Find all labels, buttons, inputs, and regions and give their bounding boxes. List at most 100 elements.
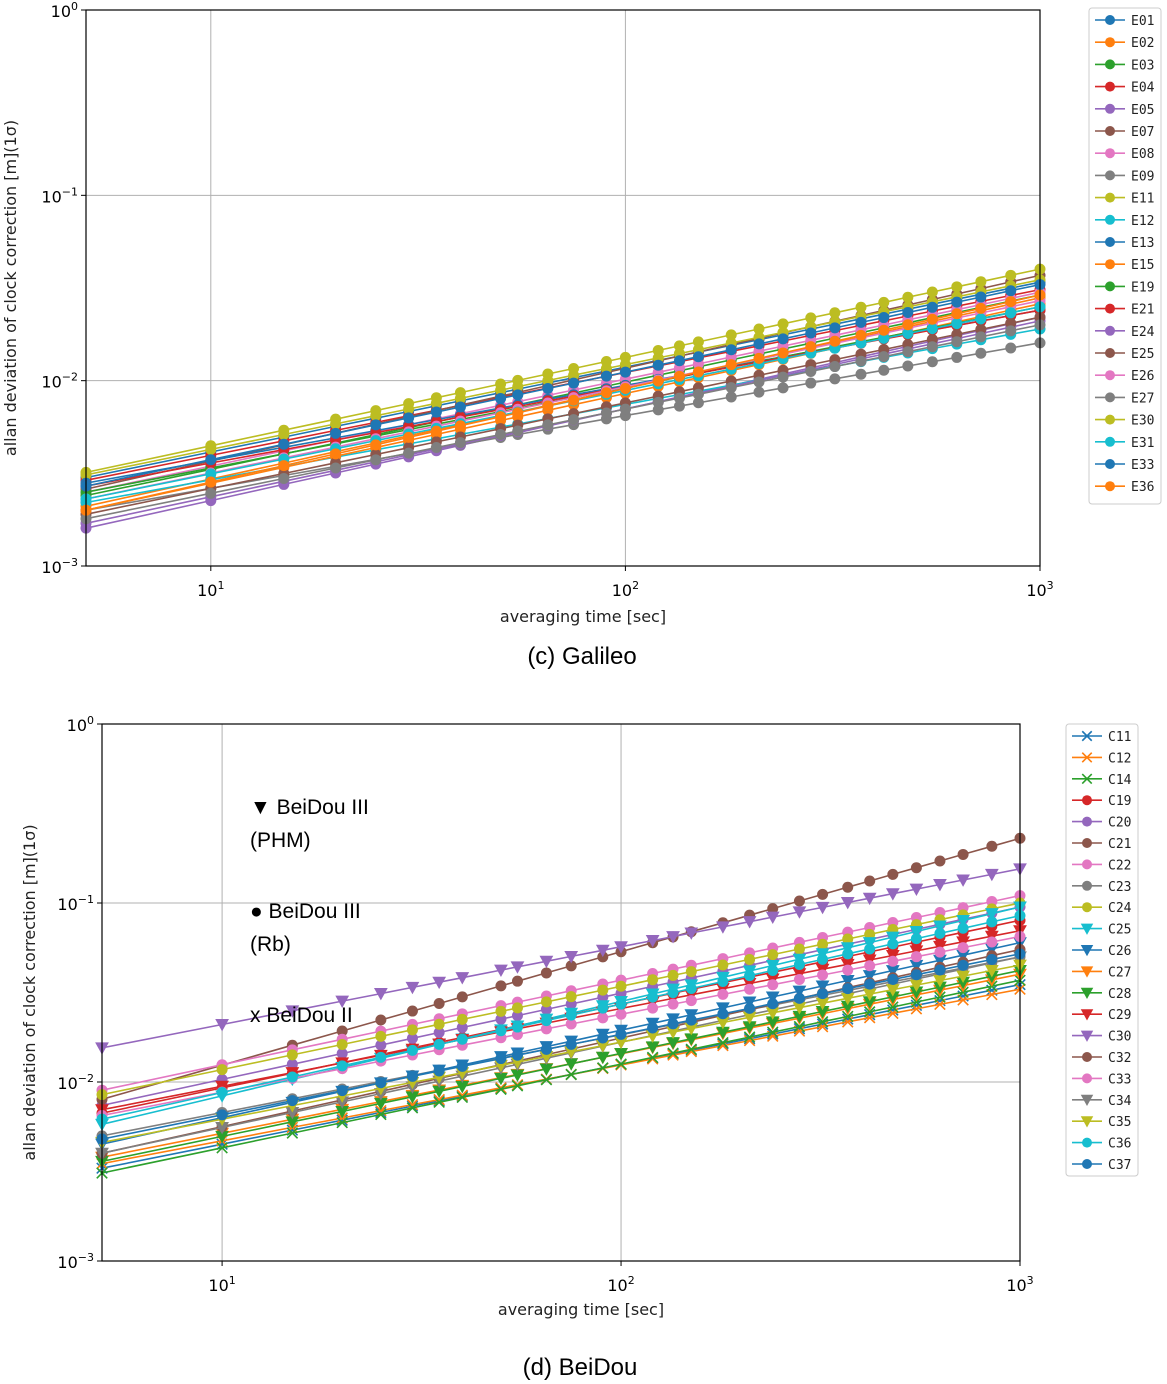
- data-point: [278, 438, 290, 450]
- data-point: [494, 1059, 508, 1073]
- series-line: [85, 294, 1041, 511]
- legend-item: E25: [1095, 347, 1154, 362]
- legend-label: C12: [1108, 751, 1131, 766]
- data-point: [887, 938, 899, 950]
- beidou-chart: 101 102 103 10−3 10−2 10−1 100 averaging time […: [20, 714, 1139, 1319]
- plot-frame: [101, 723, 1021, 1262]
- series-c29: [95, 925, 1027, 1117]
- data-point: [614, 1036, 628, 1049]
- legend-item: E13: [1095, 236, 1154, 251]
- data-point: [335, 1105, 350, 1119]
- data-point: [600, 387, 612, 399]
- data-point: [455, 1080, 470, 1094]
- legend-label: E27: [1131, 391, 1154, 406]
- data-point: [744, 983, 756, 995]
- series-line: [101, 868, 1021, 1049]
- data-point: [926, 313, 938, 325]
- data-point: [692, 388, 704, 400]
- data-point: [495, 1053, 507, 1065]
- data-point: [910, 862, 922, 874]
- data-point: [667, 1018, 679, 1030]
- data-point: [278, 424, 290, 436]
- data-point: [285, 1107, 300, 1120]
- data-point: [793, 992, 805, 1004]
- data-point: [829, 361, 841, 373]
- data-point: [716, 1026, 730, 1040]
- data-point: [455, 972, 470, 985]
- series-line: [85, 324, 1041, 520]
- data-point: [817, 988, 829, 1000]
- legend-item: E24: [1095, 325, 1155, 340]
- data-point: [375, 1108, 387, 1121]
- data-point: [862, 970, 877, 983]
- data-point: [406, 1102, 419, 1114]
- data-point: [564, 1046, 579, 1059]
- data-point: [285, 1005, 300, 1018]
- data-point: [495, 428, 507, 440]
- data-point: [330, 462, 342, 474]
- legend-marker: [1105, 414, 1115, 425]
- legend-marker: [1082, 795, 1092, 806]
- data-point: [539, 1051, 554, 1064]
- data-point: [956, 914, 970, 928]
- legend-label: C35: [1108, 1115, 1131, 1130]
- data-point: [864, 978, 876, 990]
- series-c30: [95, 863, 1027, 1055]
- legend-label: E19: [1131, 280, 1154, 295]
- data-point: [406, 1100, 419, 1112]
- y-tick-label: 10−3: [57, 1251, 94, 1272]
- data-point: [330, 448, 342, 460]
- data-point: [902, 328, 914, 340]
- data-point: [753, 338, 765, 350]
- legend-label: E36: [1131, 480, 1154, 495]
- data-point: [615, 1058, 627, 1070]
- data-point: [403, 431, 415, 443]
- data-point: [375, 1030, 387, 1042]
- data-point: [406, 1044, 418, 1056]
- data-point: [564, 1058, 579, 1071]
- legend-marker: [1082, 1073, 1092, 1084]
- data-point: [375, 1077, 387, 1089]
- data-point: [863, 1006, 876, 1018]
- data-point: [805, 365, 817, 377]
- legend-item: E03: [1095, 58, 1154, 73]
- data-point: [926, 356, 938, 368]
- x-tick-label: 103: [1006, 1274, 1033, 1295]
- data-point: [511, 1078, 524, 1091]
- data-point: [540, 1043, 552, 1055]
- data-point: [909, 986, 924, 999]
- data-point: [986, 988, 998, 1001]
- data-point: [793, 1020, 806, 1033]
- legend-marker: [1080, 987, 1094, 1000]
- series-e09: [80, 337, 1046, 516]
- data-point: [956, 976, 970, 990]
- data-point: [512, 425, 524, 437]
- series-c21: [96, 832, 1026, 1105]
- legend-label: E03: [1131, 58, 1154, 73]
- series-c33: [96, 930, 1026, 1121]
- data-point: [855, 368, 867, 380]
- data-point: [568, 394, 580, 406]
- series-line: [101, 914, 1021, 1120]
- legend-label: C27: [1108, 965, 1131, 980]
- series-c32: [96, 943, 1026, 1159]
- data-point: [910, 996, 923, 1008]
- legend-marker: [1105, 103, 1115, 114]
- data-point: [956, 970, 970, 983]
- data-point: [692, 397, 704, 409]
- y-tick-label: 10−1: [57, 893, 94, 914]
- legend-item: C21: [1072, 837, 1131, 852]
- data-point: [454, 401, 466, 413]
- data-point: [743, 1032, 756, 1045]
- data-point: [829, 335, 841, 347]
- data-point: [902, 346, 914, 358]
- data-point: [817, 938, 829, 950]
- data-point: [725, 329, 737, 341]
- data-point: [742, 916, 757, 929]
- legend-label: C30: [1108, 1030, 1131, 1045]
- data-point: [216, 1087, 228, 1099]
- series-c24: [96, 897, 1026, 1101]
- data-point: [542, 400, 554, 412]
- data-point: [542, 368, 554, 380]
- legend-marker: [1105, 37, 1115, 48]
